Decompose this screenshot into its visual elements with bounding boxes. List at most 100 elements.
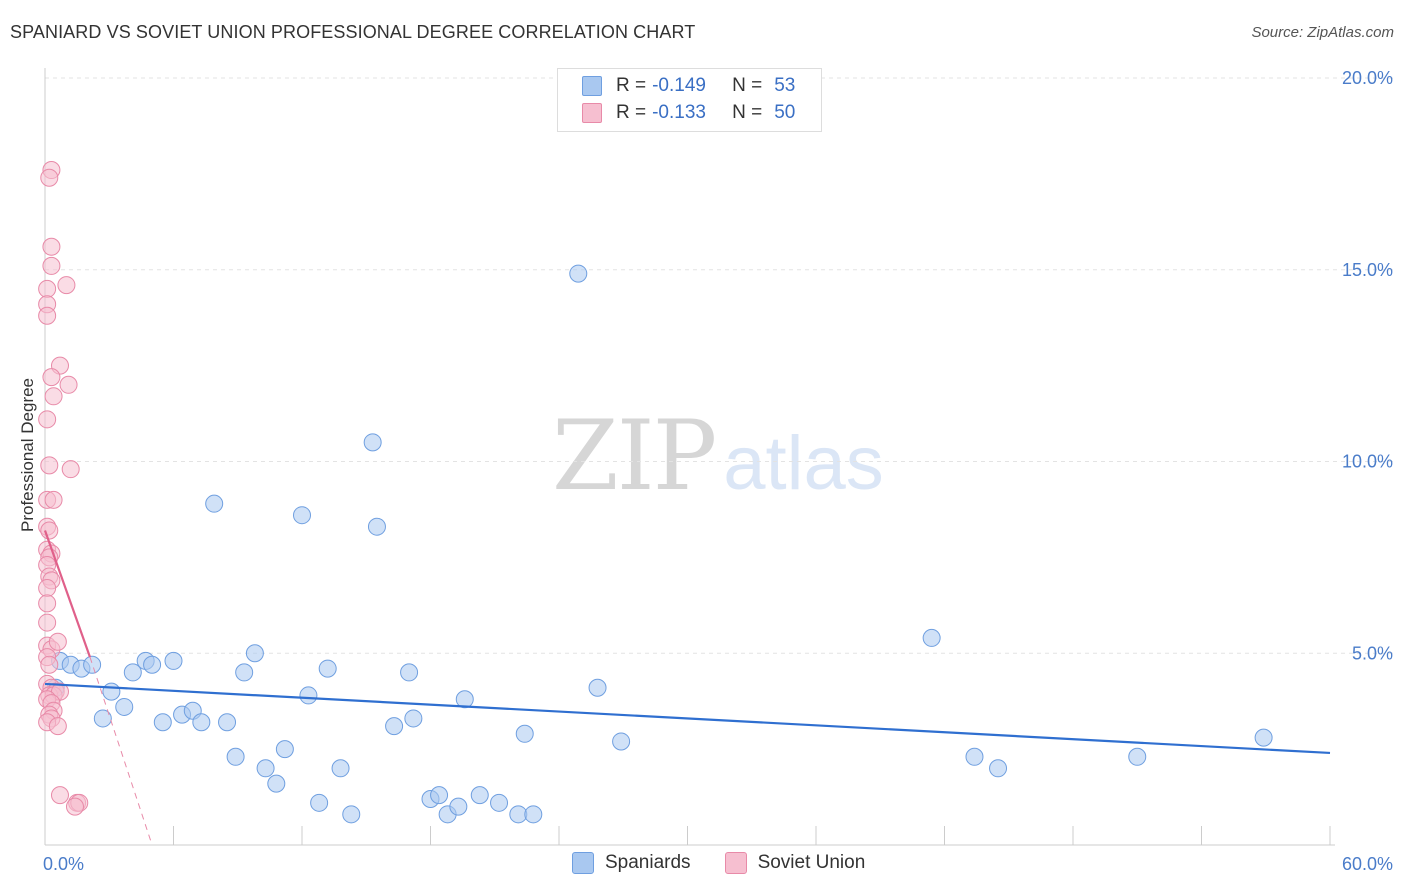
point-spaniards (218, 713, 237, 732)
point-spaniards (342, 805, 361, 824)
point-spaniards (245, 644, 264, 663)
point-soviet-union (40, 655, 59, 674)
point-spaniards (153, 713, 172, 732)
legend-r-label: R = (616, 102, 647, 123)
point-spaniards (299, 686, 318, 705)
y-tick-label: 20.0% (1342, 68, 1393, 88)
point-spaniards (490, 793, 509, 812)
x-tick-label: 60.0% (1342, 854, 1393, 874)
point-spaniards (267, 774, 286, 793)
source-credit: Source: ZipAtlas.com (1251, 24, 1394, 41)
legend-row-soviet-union: R = -0.133 N = 50 (582, 101, 795, 125)
legend-swatch-spaniards (582, 76, 602, 96)
point-soviet-union (38, 594, 57, 613)
point-spaniards (1128, 747, 1147, 766)
y-tick-label: 10.0% (1342, 452, 1393, 472)
series-legend: Spaniards Soviet Union (572, 852, 899, 874)
legend-r-label: R = (616, 75, 647, 96)
point-soviet-union (40, 168, 59, 187)
point-spaniards (404, 709, 423, 728)
point-soviet-union (42, 256, 61, 275)
point-spaniards (470, 786, 489, 805)
point-spaniards (509, 805, 528, 824)
point-soviet-union (44, 387, 63, 406)
point-spaniards (310, 793, 329, 812)
legend-n-value: 50 (774, 102, 796, 123)
point-spaniards (430, 786, 449, 805)
point-spaniards (123, 663, 142, 682)
x-tick-label: 0.0% (43, 854, 84, 874)
point-soviet-union (42, 368, 61, 387)
point-soviet-union (65, 797, 84, 816)
y-tick-label: 5.0% (1352, 643, 1393, 663)
point-spaniards (1254, 728, 1273, 747)
legend-n-value: 53 (774, 75, 796, 96)
point-spaniards (569, 264, 588, 283)
legend-item-soviet-union[interactable]: Soviet Union (724, 852, 866, 874)
point-spaniards (363, 433, 382, 452)
point-spaniards (115, 697, 134, 716)
point-spaniards (226, 747, 245, 766)
point-soviet-union (38, 279, 57, 298)
trendline-soviet-union (89, 656, 153, 846)
point-soviet-union (50, 786, 69, 805)
legend-swatch-spaniards (572, 852, 594, 874)
legend-r-value: -0.149 (652, 75, 706, 96)
point-spaniards (524, 805, 543, 824)
legend-n-label: N = (732, 102, 763, 123)
legend-label-spaniards: Spaniards (605, 852, 691, 873)
point-soviet-union (40, 456, 59, 475)
legend-n-label: N = (732, 75, 763, 96)
point-spaniards (965, 747, 984, 766)
point-spaniards (192, 713, 211, 732)
point-spaniards (922, 628, 941, 647)
point-spaniards (102, 682, 121, 701)
point-spaniards (989, 759, 1008, 778)
point-soviet-union (38, 410, 57, 429)
point-spaniards (588, 678, 607, 697)
point-spaniards (367, 517, 386, 536)
trendline-spaniards (44, 682, 1331, 755)
legend-row-spaniards: R = -0.149 N = 53 (582, 74, 795, 98)
point-spaniards (331, 759, 350, 778)
correlation-legend: R = -0.149 N = 53 R = -0.133 N = 50 (557, 68, 822, 132)
legend-r-value: -0.133 (652, 102, 706, 123)
point-spaniards (83, 655, 102, 674)
point-soviet-union (44, 490, 63, 509)
point-spaniards (256, 759, 275, 778)
point-soviet-union (59, 375, 78, 394)
point-spaniards (318, 659, 337, 678)
point-soviet-union (48, 717, 67, 736)
point-soviet-union (38, 613, 57, 632)
point-soviet-union (38, 306, 57, 325)
point-soviet-union (57, 276, 76, 295)
legend-item-spaniards[interactable]: Spaniards (572, 852, 691, 874)
point-spaniards (385, 717, 404, 736)
point-soviet-union (48, 632, 67, 651)
point-spaniards (164, 651, 183, 670)
legend-label-soviet-union: Soviet Union (757, 852, 866, 873)
legend-swatch-soviet-union (582, 103, 602, 123)
data-points (38, 161, 1273, 824)
tick-labels: 5.0% 10.0% 15.0% 20.0% 0.0% 60.0% (43, 68, 1393, 874)
grid-lines (45, 77, 1395, 654)
point-spaniards (455, 690, 474, 709)
point-soviet-union (38, 579, 57, 598)
point-soviet-union (42, 237, 61, 256)
trendline-soviet-union (43, 530, 92, 658)
chart-title: SPANIARD VS SOVIET UNION PROFESSIONAL DE… (10, 22, 696, 42)
point-spaniards (205, 494, 224, 513)
point-spaniards (275, 740, 294, 759)
point-spaniards (449, 797, 468, 816)
legend-swatch-soviet-union (724, 852, 747, 874)
point-spaniards (235, 663, 254, 682)
point-spaniards (143, 655, 162, 674)
point-soviet-union (40, 521, 59, 540)
point-spaniards (93, 709, 112, 728)
point-spaniards (612, 732, 631, 751)
axes (44, 68, 1335, 846)
point-spaniards (400, 663, 419, 682)
point-spaniards (293, 506, 311, 525)
y-tick-label: 15.0% (1342, 260, 1393, 280)
